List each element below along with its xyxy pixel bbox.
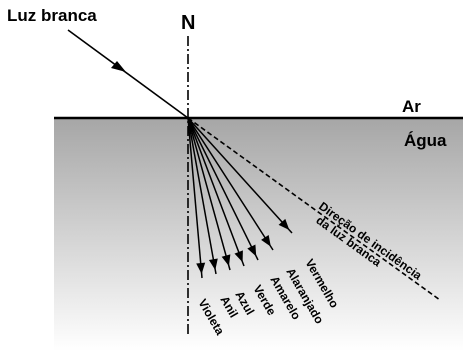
- refracted-rays: [187, 117, 293, 279]
- ray-alaranjado-arrow-icon: [261, 234, 271, 247]
- medium-bottom-label: Água: [404, 131, 447, 150]
- ray-azul-arrow-icon: [221, 254, 231, 267]
- ray-alaranjado: [187, 117, 274, 251]
- ray-verde: [187, 117, 245, 267]
- incident-ray: [67, 29, 189, 119]
- incident-arrow-icon: [111, 61, 126, 72]
- ray-vermelho: [187, 117, 293, 234]
- ray-amarelo: [187, 117, 259, 261]
- water-region: [54, 118, 463, 351]
- medium-top-label: Ar: [402, 97, 421, 116]
- normal-label: N: [181, 12, 195, 34]
- ray-anil-arrow-icon: [208, 258, 218, 271]
- incident-label: Luz branca: [7, 6, 97, 25]
- ray-violeta-arrow-icon: [196, 262, 206, 275]
- ray-azul: [187, 117, 231, 271]
- ray-vermelho-arrow-icon: [278, 218, 290, 231]
- ray-violeta: [187, 117, 203, 279]
- incidence-direction-line: [187, 117, 441, 301]
- ray-verde-arrow-icon: [234, 250, 243, 263]
- ray-anil: [187, 117, 217, 275]
- ray-amarelo-arrow-icon: [247, 244, 257, 257]
